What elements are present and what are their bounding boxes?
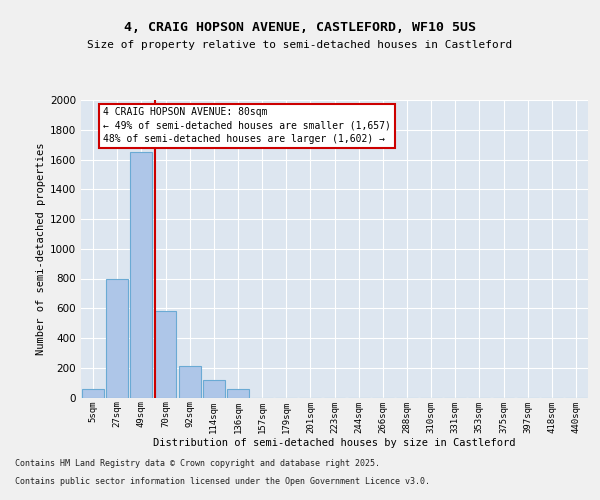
Bar xyxy=(227,390,249,398)
Bar xyxy=(179,366,200,398)
Y-axis label: Number of semi-detached properties: Number of semi-detached properties xyxy=(36,142,46,355)
Bar xyxy=(106,278,128,398)
Text: Contains HM Land Registry data © Crown copyright and database right 2025.: Contains HM Land Registry data © Crown c… xyxy=(15,460,380,468)
Bar xyxy=(130,152,152,398)
Bar xyxy=(82,390,104,398)
X-axis label: Distribution of semi-detached houses by size in Castleford: Distribution of semi-detached houses by … xyxy=(153,438,516,448)
Text: 4, CRAIG HOPSON AVENUE, CASTLEFORD, WF10 5US: 4, CRAIG HOPSON AVENUE, CASTLEFORD, WF10… xyxy=(124,21,476,34)
Bar xyxy=(203,380,224,398)
Text: Contains public sector information licensed under the Open Government Licence v3: Contains public sector information licen… xyxy=(15,476,430,486)
Text: Size of property relative to semi-detached houses in Castleford: Size of property relative to semi-detach… xyxy=(88,40,512,50)
Bar xyxy=(155,311,176,398)
Text: 4 CRAIG HOPSON AVENUE: 80sqm
← 49% of semi-detached houses are smaller (1,657)
4: 4 CRAIG HOPSON AVENUE: 80sqm ← 49% of se… xyxy=(103,108,391,144)
